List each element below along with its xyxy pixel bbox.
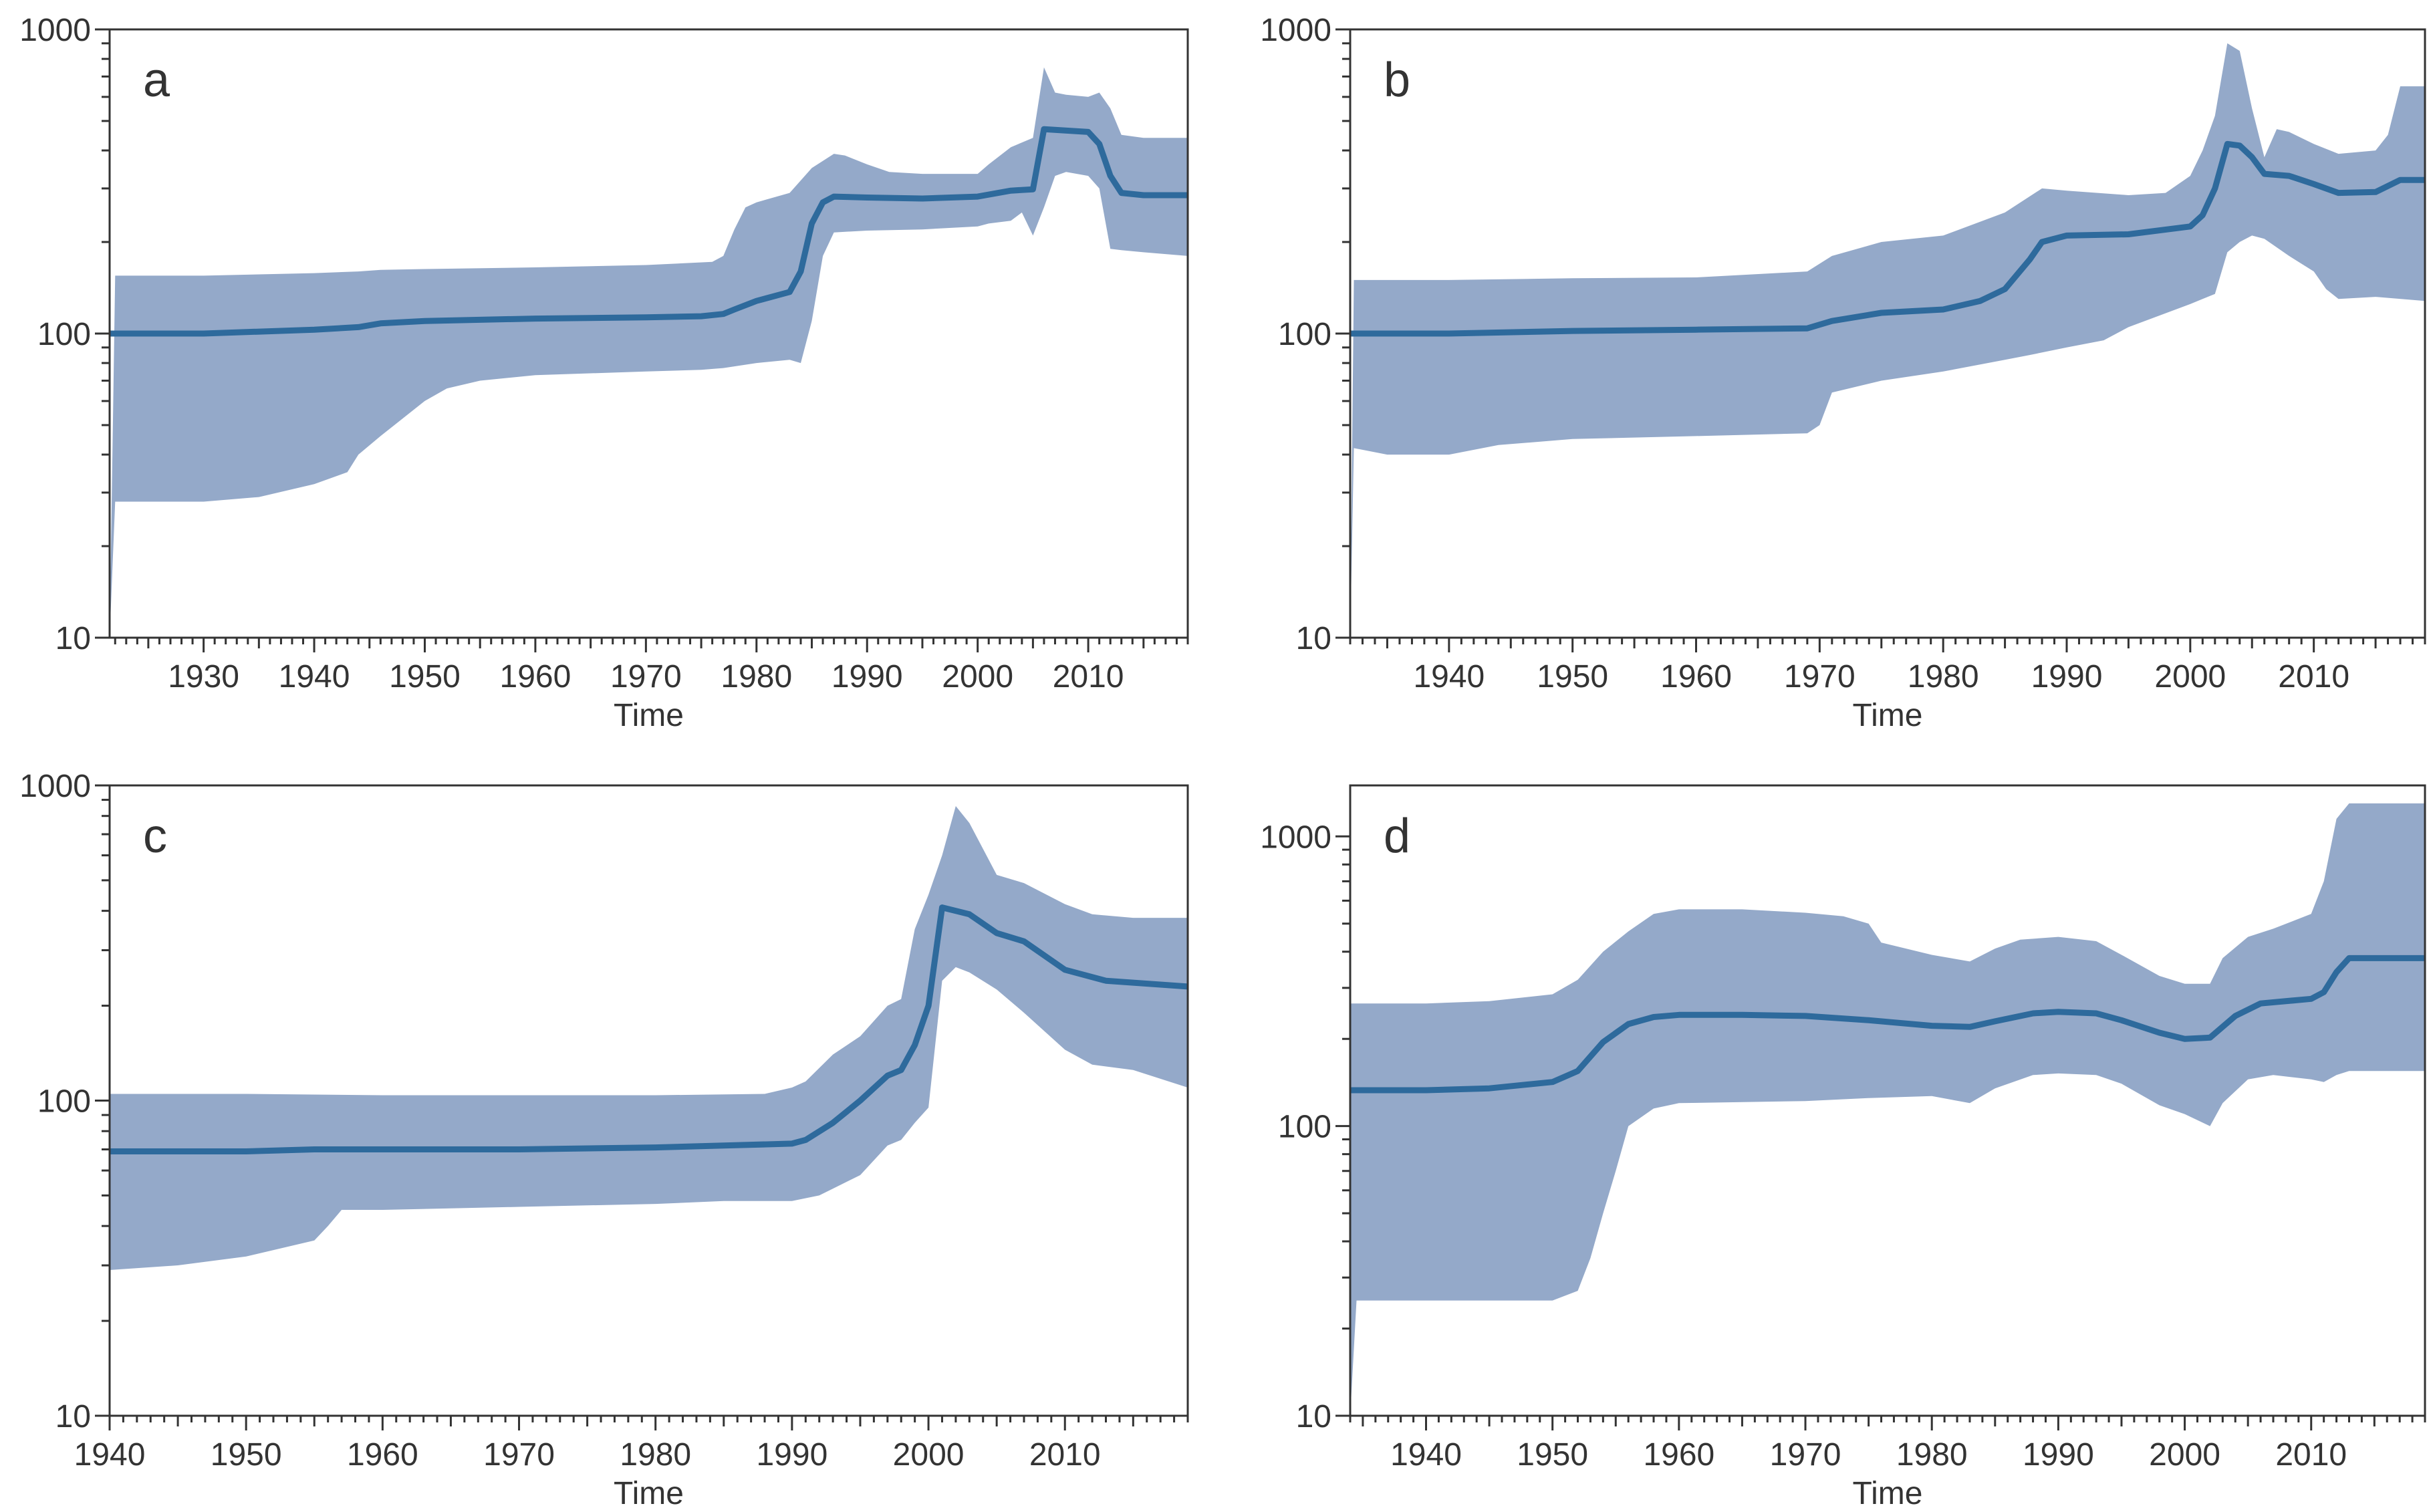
- x-tick-label: 2010: [2278, 659, 2349, 695]
- confidence-band: [1350, 803, 2425, 1416]
- x-tick-label: 1970: [483, 1437, 555, 1473]
- x-axis-title: Time: [1853, 1476, 1923, 1511]
- panel-c: 10 100 1000 1940 1950 1960 1970 1980 1990 2000 201…: [19, 769, 1189, 1511]
- x-axis-title: Time: [614, 698, 684, 733]
- median-line: [110, 126, 1188, 337]
- panel-label: b: [1384, 53, 1410, 107]
- median-line: [1350, 140, 2425, 337]
- y-tick-label: 10: [1296, 1399, 1331, 1434]
- y-tick-label: 10: [1296, 621, 1331, 656]
- x-tick-label: 1970: [610, 659, 682, 695]
- x-tick-label: 1970: [1784, 659, 1855, 695]
- x-tick-label: 1940: [1413, 659, 1485, 695]
- x-tick-label: 1950: [211, 1437, 282, 1473]
- x-tick-label: 1980: [1908, 659, 1979, 695]
- y-tick-label: 1000: [19, 769, 91, 804]
- x-tick-label: 1990: [831, 659, 903, 695]
- x-tick-label: 2010: [1053, 659, 1124, 695]
- median-line: [110, 904, 1188, 1154]
- panel-a: 10 100 1000 1930 1940 1950 1960 1970 1980 1990 200…: [19, 13, 1189, 733]
- y-tick-label: 1000: [1260, 13, 1331, 48]
- x-tick-label: 1940: [1390, 1437, 1462, 1473]
- x-axis-title: Time: [1853, 698, 1923, 733]
- panel-label: d: [1384, 809, 1410, 863]
- y-tick-label: 10: [55, 621, 91, 656]
- x-tick-label: 1990: [756, 1437, 827, 1473]
- x-tick-label: 1980: [1896, 1437, 1968, 1473]
- x-tick-label: 1950: [389, 659, 461, 695]
- x-tick-label: 2010: [2275, 1437, 2347, 1473]
- x-tick-label: 2010: [1029, 1437, 1101, 1473]
- x-tick-label: 1990: [2023, 1437, 2094, 1473]
- confidence-band: [1350, 43, 2425, 638]
- panel-d: 10 100 1000 1940 1950 1960 1970 1980 1990 2000 201…: [1260, 784, 2426, 1511]
- plot-frame: [1349, 784, 2426, 1417]
- x-tick-label: 1960: [347, 1437, 418, 1473]
- x-tick-label: 1960: [1660, 659, 1732, 695]
- y-tick-label: 1000: [19, 13, 91, 48]
- x-tick-label: 1990: [2031, 659, 2103, 695]
- panel-label: c: [143, 809, 167, 863]
- y-tick-label: 100: [1278, 317, 1331, 352]
- x-tick-label: 1970: [1770, 1437, 1841, 1473]
- x-tick-label: 1980: [620, 1437, 691, 1473]
- panel-label: a: [143, 53, 170, 107]
- y-tick-label: 100: [37, 317, 91, 352]
- x-tick-label: 1940: [74, 1437, 146, 1473]
- y-tick-label: 1000: [1260, 820, 1331, 855]
- x-tick-label: 1960: [1643, 1437, 1714, 1473]
- y-tick-label: 100: [1278, 1110, 1331, 1145]
- x-tick-label: 1950: [1537, 659, 1608, 695]
- panel-b: 10 100 1000 1940 1950 1960 1970 1980 1990 2000 201…: [1260, 13, 2426, 733]
- x-tick-label: 2000: [942, 659, 1013, 695]
- x-tick-label: 1940: [279, 659, 350, 695]
- x-tick-label: 1930: [168, 659, 239, 695]
- confidence-band: [110, 805, 1188, 1270]
- confidence-band: [110, 67, 1188, 638]
- median-line: [1350, 955, 2425, 1094]
- x-tick-label: 1960: [500, 659, 571, 695]
- x-axis-title: Time: [614, 1476, 684, 1511]
- y-tick-label: 10: [55, 1399, 91, 1434]
- x-tick-label: 2000: [2149, 1437, 2220, 1473]
- x-tick-label: 2000: [2154, 659, 2226, 695]
- y-tick-label: 100: [37, 1084, 91, 1120]
- x-tick-label: 2000: [893, 1437, 965, 1473]
- x-tick-label: 1980: [721, 659, 792, 695]
- x-tick-label: 1950: [1517, 1437, 1588, 1473]
